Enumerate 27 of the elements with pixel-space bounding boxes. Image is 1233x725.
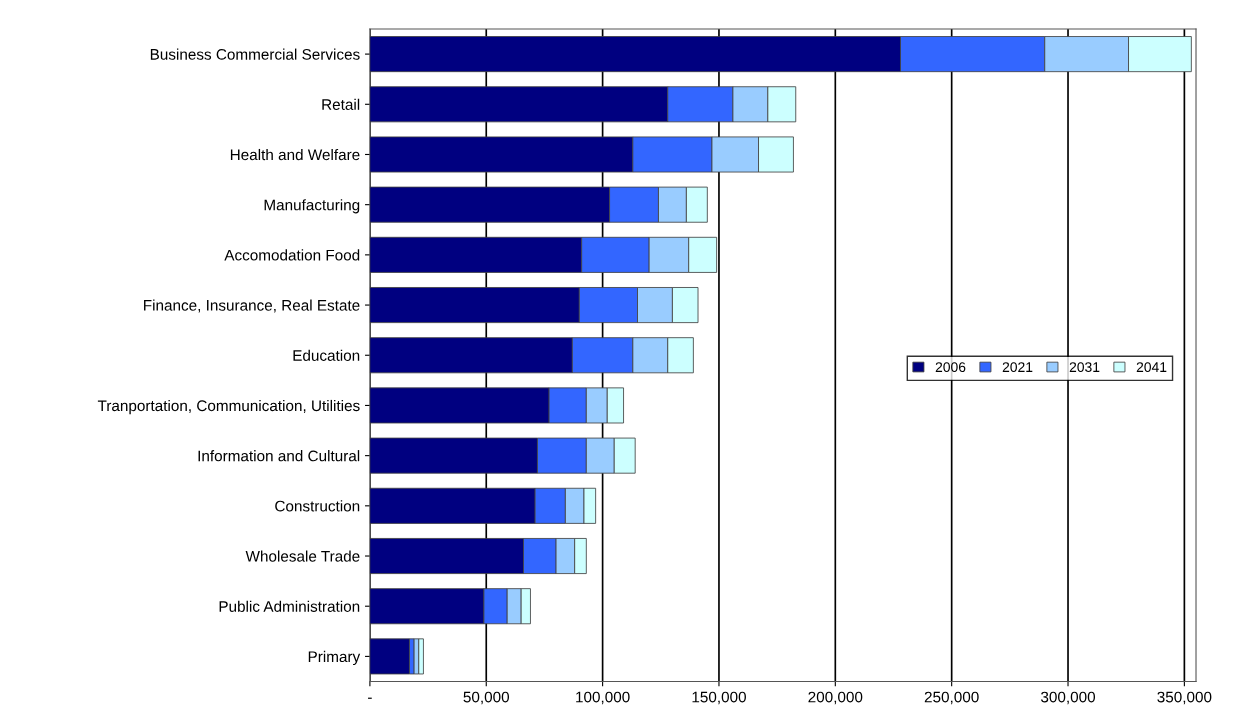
y-tick-label: Manufacturing [264, 199, 360, 214]
y-tick-label: Construction [275, 500, 360, 512]
legend-label: 2006 [935, 362, 966, 373]
y-tick-label: Primary [308, 650, 361, 666]
y-tick-label: Education [293, 349, 360, 361]
x-tick-label: 150,000 [692, 691, 746, 705]
y-tick-label: Health and Welfare [230, 148, 360, 161]
y-tick-label: Accomodation Food [224, 249, 360, 261]
x-tick-label: 300,000 [1040, 691, 1096, 705]
x-tick-label: 250,000 [924, 691, 979, 705]
y-tick-label: Tranportation, Communication, Utilities [97, 399, 360, 415]
legend-label: 2021 [1002, 362, 1033, 373]
y-tick-label: Information and Cultural [198, 450, 360, 462]
legend-label: 2031 [1069, 362, 1100, 373]
x-tick-label: 200,000 [808, 691, 863, 705]
bar [413, 638, 420, 675]
x-tick-label: 50,000 [463, 691, 510, 705]
y-tick-label: Public Administration [219, 600, 360, 612]
y-tick-label: Wholesale Trade [245, 550, 360, 562]
x-tick-label: - [368, 697, 372, 699]
x-tick-label: 100,000 [576, 691, 630, 705]
x-tick-label: 350,000 [1157, 691, 1212, 705]
y-tick-label: Retail [322, 98, 360, 110]
bar [369, 638, 410, 675]
y-tick-label: Finance, Insurance, Real Estate [144, 299, 360, 313]
y-tick-label: Business Commercial Services [150, 48, 360, 60]
legend-label: 2041 [1136, 362, 1167, 373]
